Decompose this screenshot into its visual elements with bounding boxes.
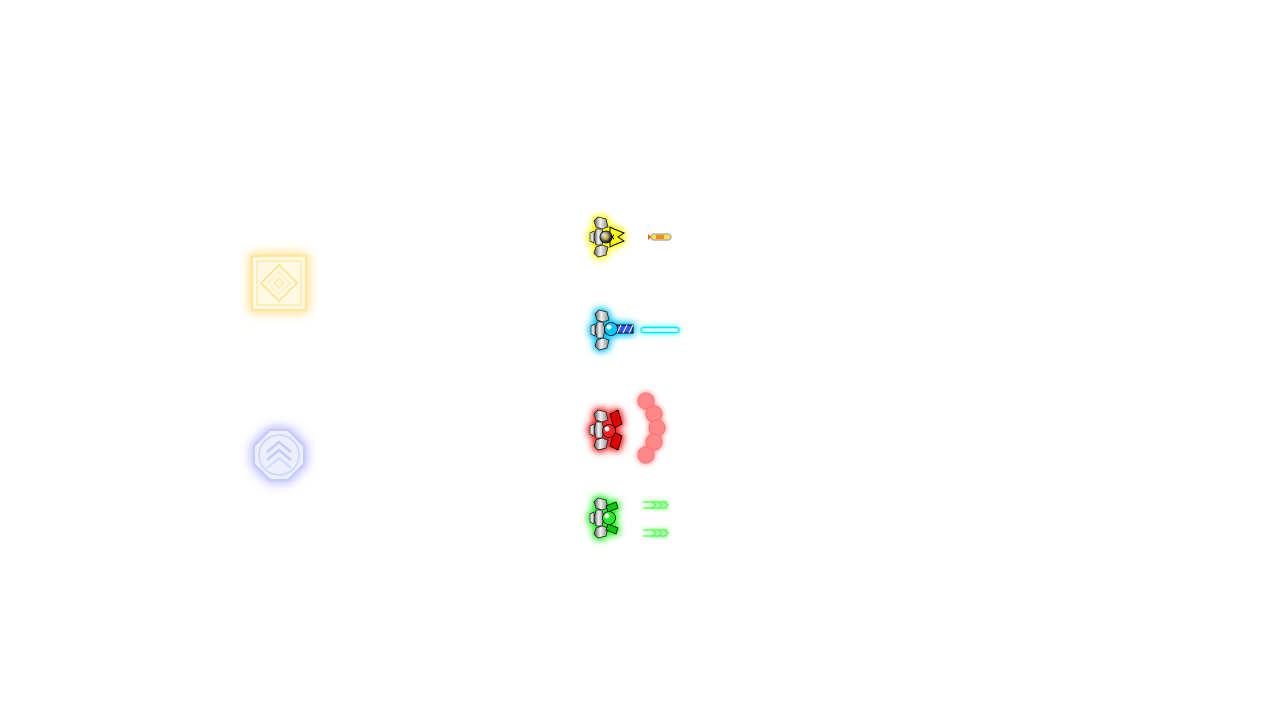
arrow-bullet-top	[643, 500, 670, 510]
yellow-ship[interactable]	[584, 213, 632, 263]
arrow-bullet-bottom	[643, 528, 670, 538]
red-ship[interactable]	[584, 406, 630, 456]
diamond-powerup-icon[interactable]	[249, 253, 309, 313]
laser-beam	[640, 326, 680, 334]
chevron-shield-powerup-icon[interactable]	[250, 426, 308, 484]
green-ship[interactable]	[584, 494, 628, 544]
cyan-ship[interactable]	[585, 306, 637, 356]
missile-bullet	[648, 233, 672, 241]
spread-orb-bullets	[637, 392, 666, 464]
